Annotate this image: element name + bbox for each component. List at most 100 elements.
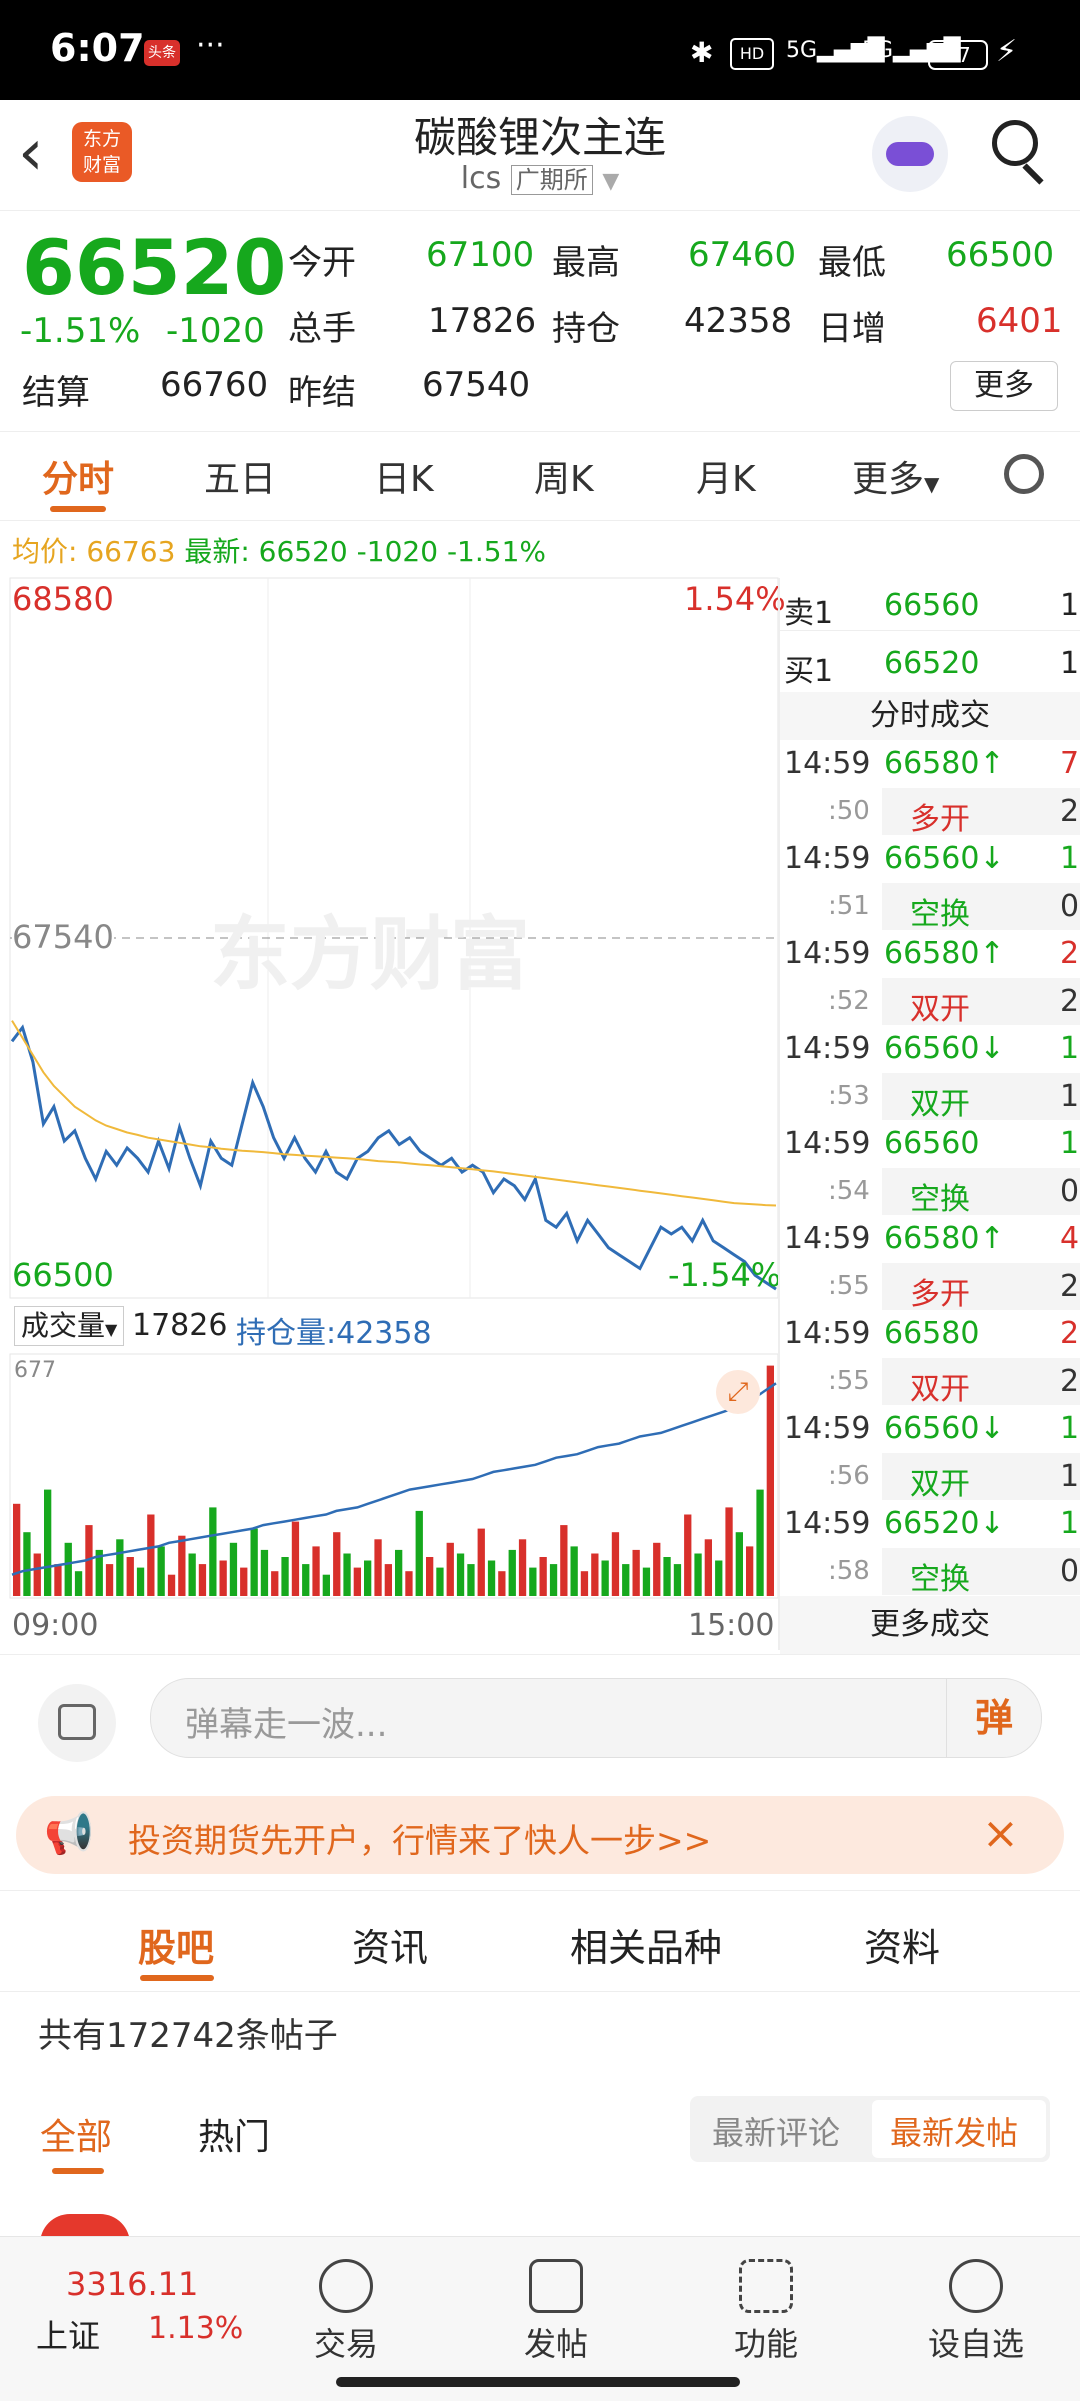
signal-5g-icon-2: 5G▂▄▆█ bbox=[862, 38, 961, 63]
volume-bar bbox=[13, 1503, 21, 1596]
tab-news[interactable]: 资讯 bbox=[352, 1926, 429, 1970]
volume-bar bbox=[260, 1549, 269, 1596]
trade-price: 66560↓ bbox=[884, 1031, 1005, 1066]
contract-code: lcs bbox=[460, 161, 502, 196]
latest-label: 最新: bbox=[184, 535, 250, 568]
ask-qty: 1 bbox=[1060, 588, 1080, 623]
trade-time: 14:59 bbox=[784, 1316, 871, 1351]
index-ticker[interactable]: 3316.11 上证 1.13% bbox=[0, 2237, 243, 2367]
nav-trade[interactable]: 交易 bbox=[256, 2259, 436, 2365]
nav-post[interactable]: 发帖 bbox=[466, 2259, 646, 2365]
robot-assistant-icon[interactable] bbox=[872, 116, 948, 192]
volume-bar bbox=[663, 1557, 671, 1596]
tab-five-day[interactable]: 五日 bbox=[204, 459, 277, 500]
tab-weekly-k[interactable]: 周K bbox=[534, 459, 594, 500]
sidebar-divider bbox=[778, 578, 780, 1650]
trade-time: 14:59 bbox=[784, 936, 871, 971]
filter-hot[interactable]: 热门 bbox=[198, 2117, 271, 2158]
volume-bar bbox=[549, 1564, 558, 1596]
filter-all[interactable]: 全部 bbox=[40, 2117, 113, 2158]
nav-watchlist[interactable]: 设自选 bbox=[886, 2259, 1066, 2365]
volume-bar bbox=[343, 1553, 351, 1596]
avg-series-line bbox=[11, 1020, 777, 1207]
volume-bar bbox=[518, 1539, 527, 1596]
volume-bar bbox=[364, 1560, 372, 1596]
posts-count: 共有172742条帖子 bbox=[38, 2016, 338, 2056]
tab-profile[interactable]: 资料 bbox=[864, 1926, 941, 1970]
tab-monthly-k[interactable]: 月K bbox=[696, 459, 756, 500]
trade-qty: 1 bbox=[1060, 1031, 1080, 1066]
volume-bar bbox=[477, 1528, 485, 1596]
post-filters: 全部 热门 最新评论 最新发帖 bbox=[0, 2090, 1080, 2184]
app-logo-text-2: 财富 bbox=[82, 154, 121, 176]
field-label-volume: 总手 bbox=[288, 309, 356, 349]
danmu-settings-icon[interactable] bbox=[38, 1684, 116, 1762]
trade-qty: 2 bbox=[1060, 1316, 1080, 1351]
battery-icon: 27 bbox=[928, 40, 988, 70]
app-logo[interactable]: 东方 财富 bbox=[72, 122, 132, 182]
field-label-high: 最高 bbox=[552, 243, 620, 283]
trades-list[interactable]: 14:59 66580↑ 7:50 多开 2 14:59 66560↓ 1:51 空换 0 14:5… bbox=[780, 740, 1080, 1597]
volume-bar bbox=[446, 1542, 454, 1596]
time-end-label: 15:00 bbox=[688, 1608, 775, 1643]
trade-time: 14:59 bbox=[784, 1506, 871, 1541]
volume-bar bbox=[570, 1546, 578, 1596]
tab-forum[interactable]: 股吧 bbox=[138, 1926, 215, 1970]
trade-time: 14:59 bbox=[784, 746, 871, 781]
field-value-volume: 17826 bbox=[428, 301, 537, 341]
nav-functions[interactable]: 功能 bbox=[676, 2259, 856, 2365]
danmu-send-button[interactable]: 弹 bbox=[946, 1679, 1041, 1757]
tab-related[interactable]: 相关品种 bbox=[570, 1926, 723, 1970]
field-label-open-interest: 持仓 bbox=[552, 309, 620, 349]
trade-price: 66580↑ bbox=[884, 746, 1005, 781]
trade-subtime: :58 bbox=[828, 1555, 870, 1586]
promo-close-icon[interactable]: × bbox=[982, 1808, 1019, 1859]
trade-qty: 1 bbox=[1060, 1411, 1080, 1446]
trade-type-qty: 1 bbox=[1060, 1078, 1080, 1114]
tab-intraday[interactable]: 分时 bbox=[42, 459, 115, 500]
content-tab-indicator bbox=[140, 1975, 214, 1981]
chart-high-label: 68580 bbox=[12, 580, 114, 618]
latest-change: -1020 bbox=[356, 535, 439, 568]
app-logo-text-1: 东方 bbox=[82, 128, 121, 150]
volume-bar bbox=[684, 1514, 692, 1596]
volume-bar bbox=[167, 1574, 176, 1596]
grid-apps-icon bbox=[739, 2259, 793, 2313]
quote-panel: 66520 -1.51% -1020 今开 67100 最高 67460 最低 … bbox=[0, 210, 1080, 432]
latest-value: 66520 bbox=[258, 535, 348, 568]
volume-bar bbox=[756, 1489, 764, 1596]
volume-bar bbox=[157, 1546, 165, 1596]
trade-type-bg bbox=[882, 1452, 1080, 1500]
sort-latest-post[interactable]: 最新发帖 bbox=[890, 2114, 1019, 2152]
settings-gear-icon[interactable] bbox=[1004, 454, 1044, 494]
trade-type: 双开 bbox=[910, 1371, 970, 1407]
promo-banner[interactable]: 📢 投资期货先开户，行情来了快人一步>> × bbox=[16, 1796, 1064, 1874]
volume-bar bbox=[632, 1549, 640, 1596]
more-trades-button[interactable]: 更多成交 bbox=[780, 1596, 1080, 1654]
trade-type: 空换 bbox=[910, 1181, 970, 1217]
volume-bar bbox=[436, 1567, 444, 1596]
tab-daily-k[interactable]: 日K bbox=[374, 459, 434, 500]
tab-more[interactable]: 更多▼ bbox=[852, 450, 939, 502]
trade-type-qty: 0 bbox=[1060, 1553, 1080, 1589]
search-icon[interactable] bbox=[992, 120, 1038, 166]
sort-latest-comment[interactable]: 最新评论 bbox=[712, 2114, 841, 2152]
more-button[interactable]: 更多 bbox=[950, 361, 1058, 411]
intraday-chart[interactable] bbox=[0, 574, 780, 1654]
trade-type-qty: 2 bbox=[1060, 983, 1080, 1019]
volume-bar bbox=[136, 1567, 145, 1596]
volume-bar bbox=[219, 1560, 227, 1596]
trade-price: 66580↑ bbox=[884, 936, 1005, 971]
volume-bar bbox=[766, 1365, 774, 1596]
contract-info[interactable]: lcs 广期所 ▼ bbox=[0, 160, 1080, 196]
volume-indicator-select[interactable]: 成交量▼ bbox=[14, 1306, 125, 1346]
chart-tabs: 分时 五日 日K 周K 月K 更多▼ bbox=[0, 432, 1080, 521]
field-label-settle: 结算 bbox=[22, 373, 90, 413]
danmu-input[interactable]: 弹幕走一波... 弹 bbox=[150, 1678, 1042, 1758]
volume-bar bbox=[539, 1557, 547, 1596]
bid-label: 买1 bbox=[784, 654, 834, 689]
back-icon[interactable]: ‹ bbox=[18, 116, 44, 190]
ask-price: 66560 bbox=[884, 588, 980, 623]
trade-type-qty: 1 bbox=[1060, 1458, 1080, 1494]
fullscreen-expand-icon[interactable]: ⤢ bbox=[716, 1370, 760, 1414]
